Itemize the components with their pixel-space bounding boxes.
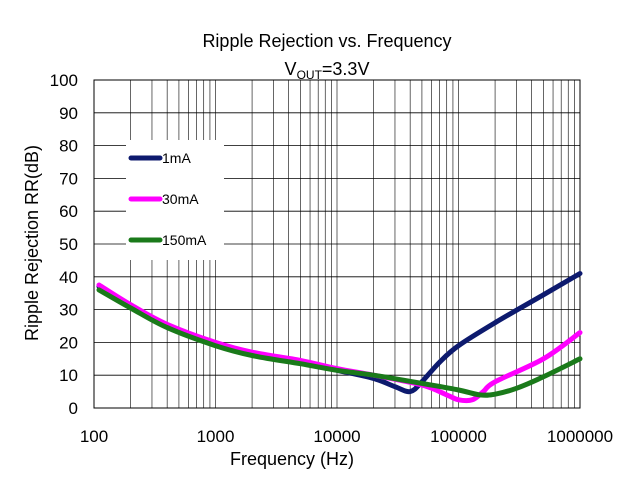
y-tick-label: 80 <box>59 137 78 156</box>
legend-label-1ma: 1mA <box>162 150 191 166</box>
y-tick-label: 70 <box>59 169 78 188</box>
y-axis-ticks: 0 10 20 30 40 50 60 70 80 90 100 <box>50 71 78 418</box>
y-axis-label: Ripple Rejection RR(dB) <box>22 145 42 341</box>
legend: 1mA 30mA 150mA <box>128 150 207 248</box>
series-lines <box>96 271 583 404</box>
x-axis-ticks: 100 1000 10000 100000 1000000 <box>80 427 613 446</box>
plot-area-frame <box>93 79 581 409</box>
x-axis-label: Frequency (Hz) <box>230 449 354 469</box>
chart-subtitle-sub: OUT <box>297 68 323 82</box>
x-tick-label: 100000 <box>430 427 487 446</box>
series-line-150ma <box>96 287 583 398</box>
y-tick-label: 40 <box>59 268 78 287</box>
y-tick-label: 10 <box>59 366 78 385</box>
legend-label-150ma: 150mA <box>162 232 207 248</box>
y-tick-label: 20 <box>59 333 78 352</box>
y-tick-label: 30 <box>59 301 78 320</box>
y-tick-label: 50 <box>59 235 78 254</box>
y-tick-label: 60 <box>59 202 78 221</box>
chart-grid <box>93 79 580 409</box>
y-tick-label: 90 <box>59 104 78 123</box>
chart-subtitle-suffix: =3.3V <box>322 59 370 79</box>
x-tick-label: 1000 <box>197 427 235 446</box>
x-tick-label: 100 <box>80 427 108 446</box>
x-tick-label: 1000000 <box>547 427 613 446</box>
x-tick-label: 10000 <box>313 427 360 446</box>
y-tick-label: 0 <box>69 399 78 418</box>
chart-subtitle: VOUT=3.3V <box>285 59 370 82</box>
legend-label-30ma: 30mA <box>162 191 199 207</box>
chart-subtitle-main: V <box>285 59 297 79</box>
chart-title: Ripple Rejection vs. Frequency <box>202 31 451 51</box>
y-tick-label: 100 <box>50 71 78 90</box>
